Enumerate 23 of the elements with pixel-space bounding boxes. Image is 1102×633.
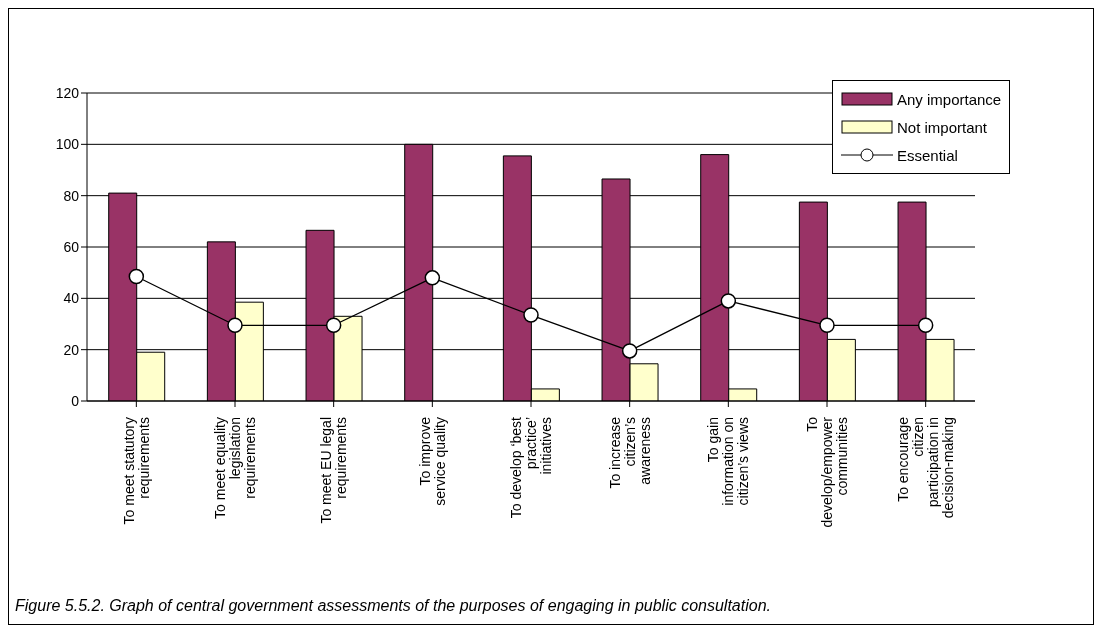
y-tick-label: 60 <box>63 238 80 255</box>
point <box>819 317 835 334</box>
point <box>720 293 737 309</box>
caption: Figure 5.5.2. Graph of central government assessments of the purposes of engaging in public consultation. <box>15 597 771 614</box>
point <box>917 317 934 334</box>
x-tick-label: To increase citizen’s awareness <box>606 416 653 489</box>
x-tick-label: To develop ‘best practice’ initiatives <box>508 416 554 519</box>
legend-label: Not important <box>897 118 988 136</box>
y-tick-label: 120 <box>55 84 80 101</box>
point <box>424 270 441 286</box>
y-tick-label: 20 <box>63 341 80 358</box>
point <box>523 307 539 323</box>
y-tick-label: 100 <box>55 136 80 153</box>
point <box>128 268 145 285</box>
y-tick-label: 0 <box>71 392 80 409</box>
legend-label: Any importance <box>897 90 1002 108</box>
point <box>227 317 243 334</box>
point <box>621 343 638 359</box>
point <box>325 317 342 334</box>
y-tick-label: 40 <box>63 290 80 307</box>
legend-label: Essential <box>897 146 958 164</box>
x-tick-label: To meet statutory requirements <box>120 417 152 525</box>
y-tick-label: 80 <box>63 187 80 204</box>
